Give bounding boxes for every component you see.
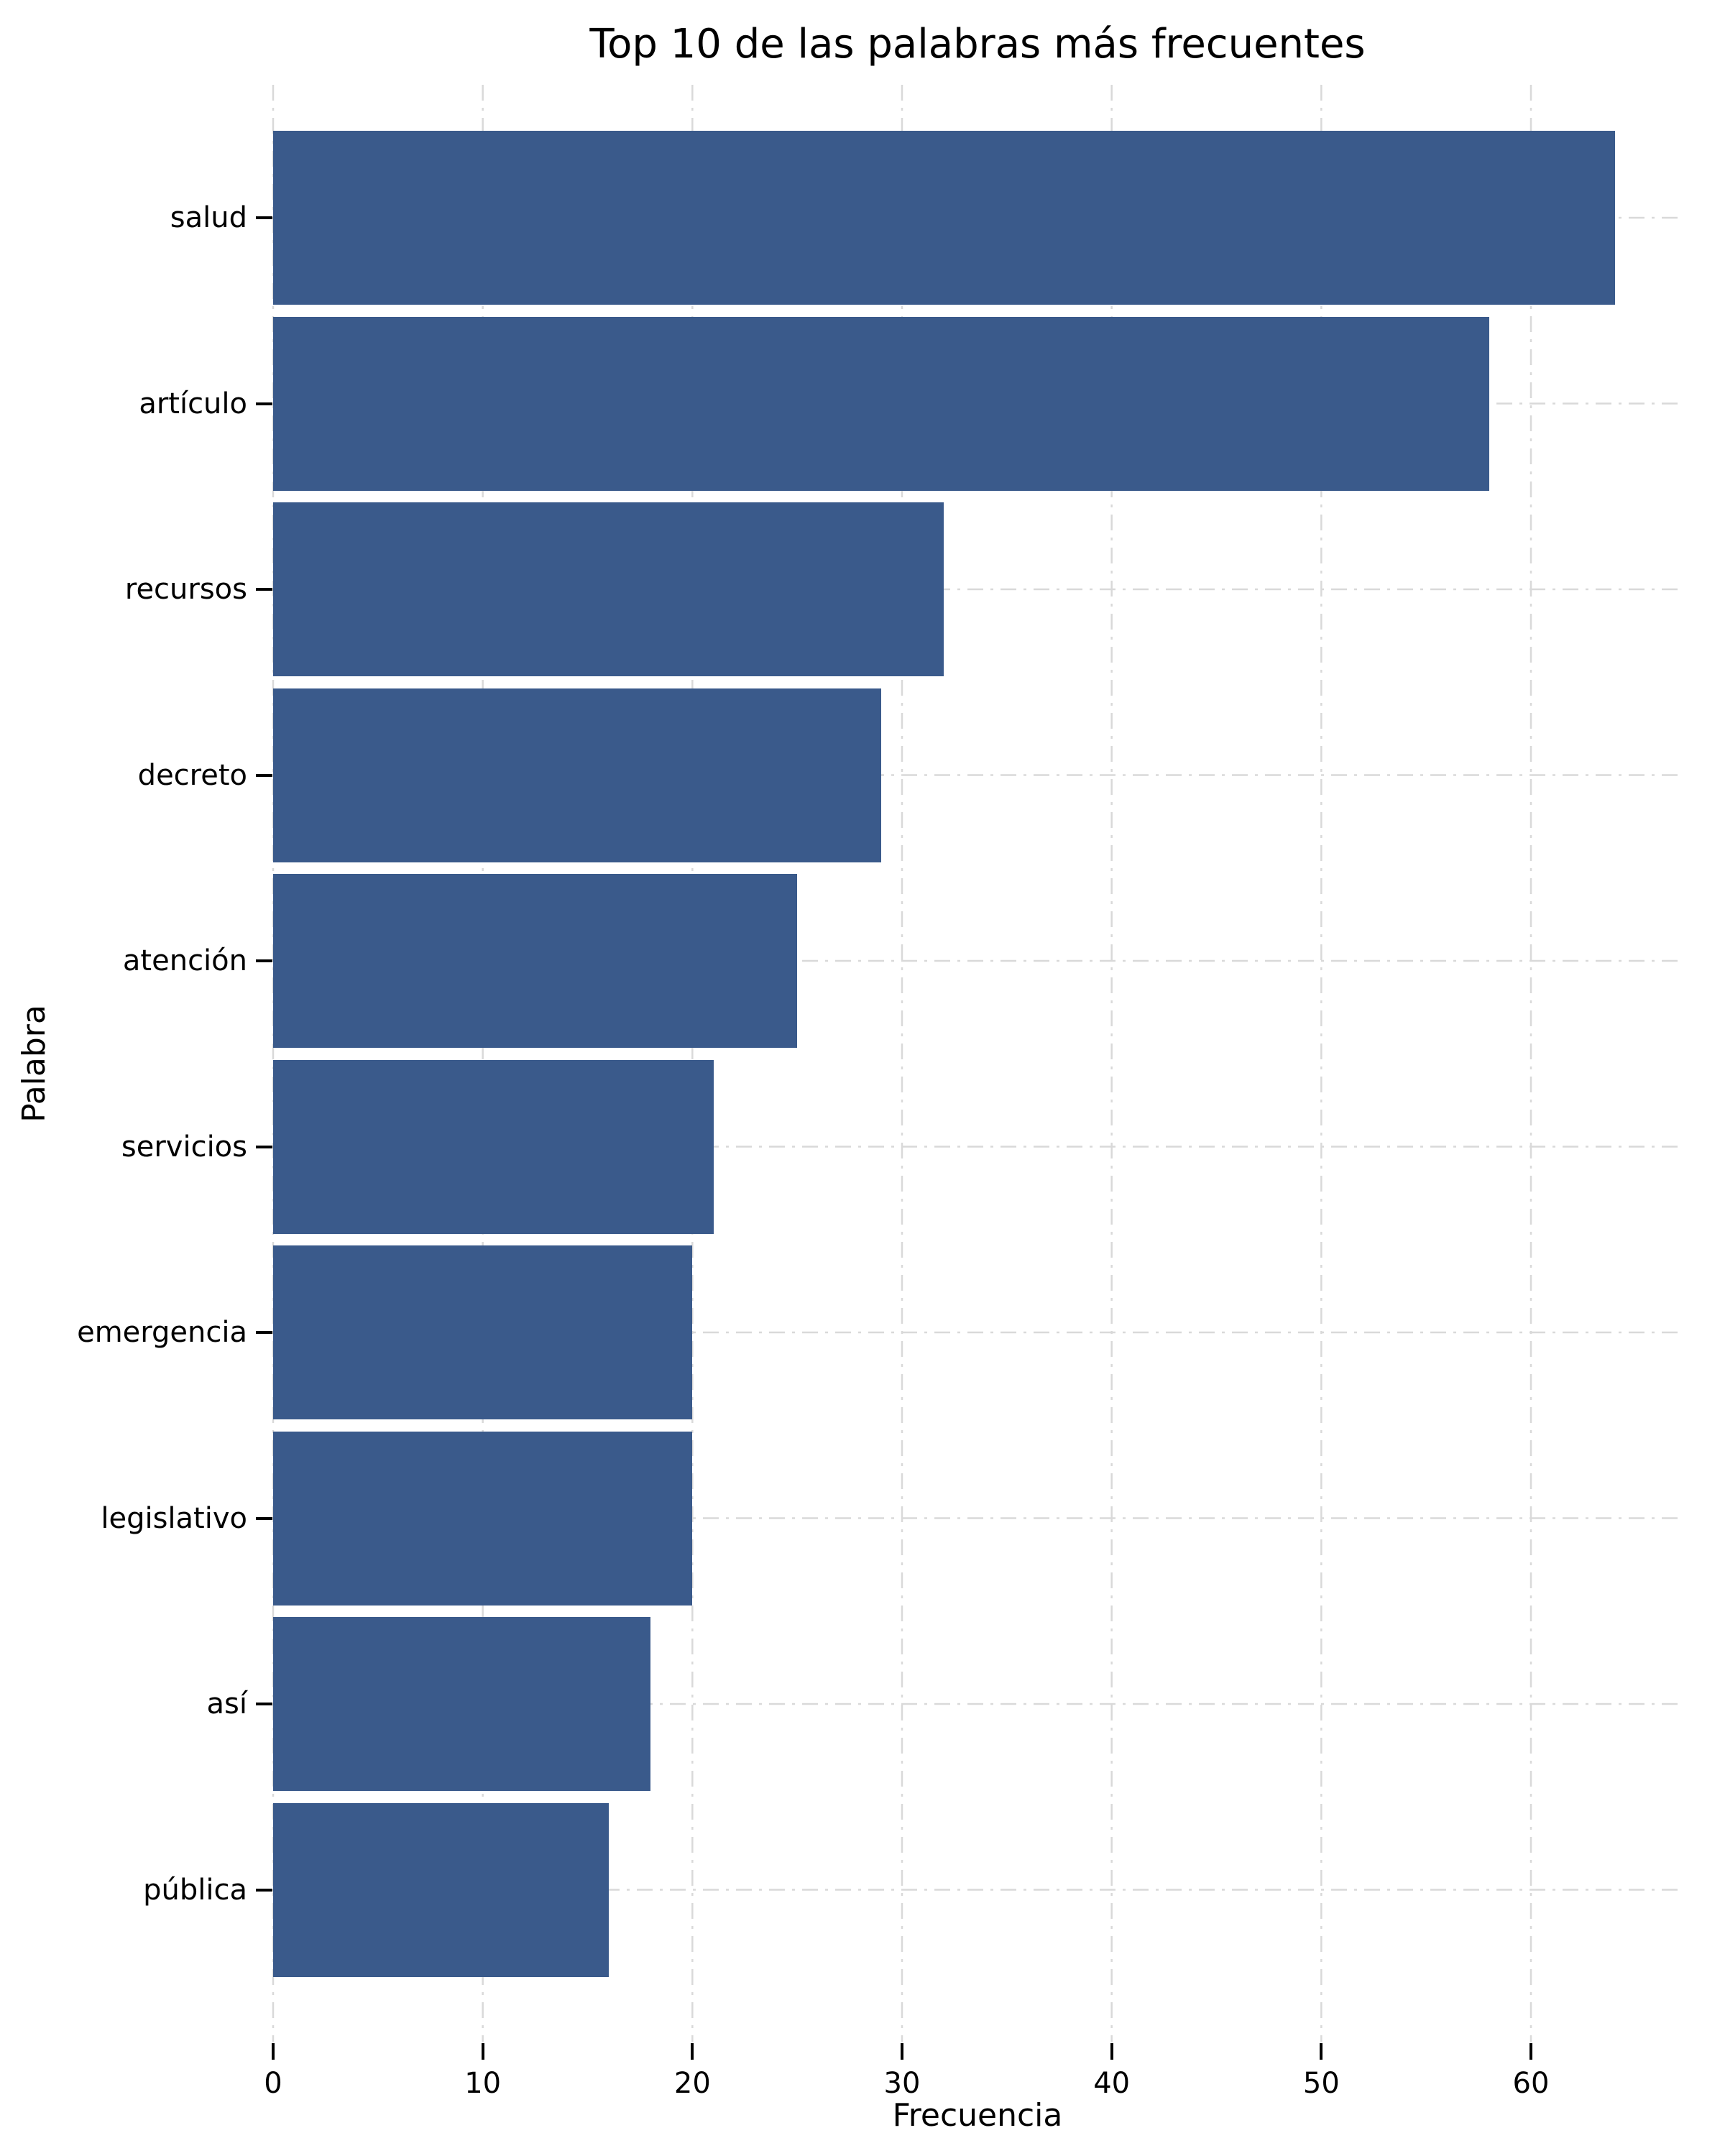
bar-artículo [273, 316, 1489, 491]
x-tick-mark [1110, 2043, 1113, 2060]
bar-así [273, 1617, 650, 1791]
bar-legislativo [273, 1431, 693, 1606]
y-tick-label-decreto: decreto [137, 758, 247, 792]
y-tick-mark [256, 1703, 272, 1705]
y-tick-label-servicios: servicios [121, 1130, 247, 1164]
x-tick-label-60: 60 [1512, 2067, 1550, 2100]
x-tick-label-40: 40 [1093, 2067, 1131, 2100]
y-tick-mark [256, 1145, 272, 1148]
y-tick-label-legislativo: legislativo [101, 1501, 247, 1535]
x-tick-mark [272, 2043, 275, 2060]
y-tick-label-emergencia: emergencia [77, 1316, 247, 1349]
y-tick-label-pública: pública [143, 1873, 247, 1907]
y-tick-label-así: así [206, 1687, 247, 1720]
x-tick-mark [691, 2043, 694, 2060]
y-tick-label-salud: salud [170, 201, 247, 234]
bar-recursos [273, 502, 944, 676]
y-tick-mark [256, 773, 272, 777]
y-tick-label-artículo: artículo [139, 387, 247, 420]
y-axis-label: Palabra [16, 1005, 52, 1123]
x-tick-mark [1530, 2043, 1532, 2060]
y-tick-mark [256, 216, 272, 219]
x-tick-label-0: 0 [264, 2067, 282, 2100]
y-tick-mark [256, 959, 272, 962]
bar-pública [273, 1802, 609, 1977]
chart-title: Top 10 de las palabras más frecuentes [589, 21, 1366, 68]
x-axis-label: Frecuencia [892, 2097, 1063, 2134]
y-tick-label-recursos: recursos [124, 573, 247, 606]
bar-decreto [273, 688, 881, 862]
bar-emergencia [273, 1245, 693, 1419]
x-tick-label-20: 20 [673, 2067, 711, 2100]
x-tick-label-30: 30 [883, 2067, 921, 2100]
bar-servicios [273, 1059, 714, 1234]
y-tick-mark [256, 1888, 272, 1892]
bar-salud [273, 131, 1615, 305]
y-tick-mark [256, 402, 272, 405]
y-tick-mark [256, 588, 272, 591]
x-tick-mark [481, 2043, 484, 2060]
x-tick-mark [1320, 2043, 1323, 2060]
x-tick-label-10: 10 [464, 2067, 502, 2100]
bar-atención [273, 874, 798, 1048]
y-tick-label-atención: atención [122, 944, 247, 977]
x-tick-label-50: 50 [1302, 2067, 1340, 2100]
y-tick-mark [256, 1331, 272, 1334]
x-tick-mark [901, 2043, 903, 2060]
y-tick-mark [256, 1516, 272, 1520]
